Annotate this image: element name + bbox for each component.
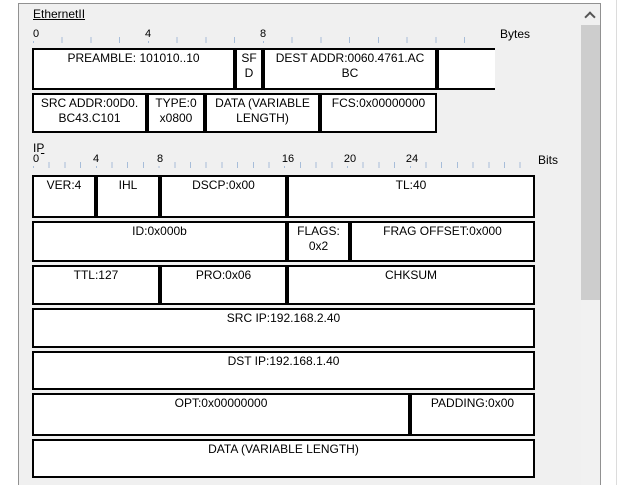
spare-field — [437, 48, 495, 90]
ip-ruler-label-4: 4 — [90, 153, 102, 166]
ihl-field: IHL — [96, 175, 160, 218]
options-field: OPT:0x00000000 — [32, 393, 410, 436]
frag-offset-field: FRAG OFFSET:0x000 — [350, 221, 535, 262]
dst-ip-field: DST IP:192.168.1.40 — [32, 351, 535, 390]
ip-ruler-unit-label: Bits — [538, 153, 559, 167]
src-ip-field: SRC IP:192.168.2.40 — [32, 308, 535, 348]
ip-ruler-tick-strip — [33, 162, 525, 168]
checksum-field: CHKSUM — [287, 265, 535, 305]
ip-section-title: IP — [33, 141, 45, 155]
version-field: VER:4 — [32, 175, 96, 218]
dscp-field: DSCP:0x00 — [160, 175, 287, 218]
flags-field: FLAGS: 0x2 — [287, 221, 350, 262]
type-field: TYPE:0 x0800 — [147, 93, 205, 133]
id-field: ID:0x000b — [32, 221, 287, 262]
total-length-field: TL:40 — [287, 175, 535, 218]
ethernet-ruler-label-8: 8 — [257, 28, 269, 41]
window-edge-line — [616, 0, 617, 485]
dest-addr-field: DEST ADDR:0060.4761.AC BC — [263, 48, 437, 90]
ip-ruler-label-0: 0 — [30, 153, 42, 166]
ethernet-data-field: DATA (VARIABLE LENGTH) — [205, 93, 320, 133]
ethernet-section-title: EthernetII — [33, 7, 86, 21]
ip-data-field: DATA (VARIABLE LENGTH) — [32, 439, 535, 478]
fcs-field: FCS:0x00000000 — [320, 93, 437, 133]
ethernet-ruler-tick-strip — [33, 37, 473, 43]
ethernet-ruler-label-0: 0 — [30, 28, 42, 41]
ip-ruler-label-24: 24 — [403, 153, 421, 166]
preamble-field: PREAMBLE: 101010..10 — [32, 48, 235, 90]
ip-ruler-label-20: 20 — [341, 153, 359, 166]
src-addr-field: SRC ADDR:00D0. BC43.C101 — [32, 93, 147, 133]
protocol-field: PRO:0x06 — [160, 265, 287, 305]
padding-field: PADDING:0x00 — [410, 393, 535, 436]
ttl-field: TTL:127 — [32, 265, 160, 305]
scrollbar-thumb[interactable] — [581, 25, 600, 300]
vertical-scrollbar[interactable] — [581, 4, 600, 485]
ethernet-ruler-unit-label: Bytes — [500, 27, 531, 41]
ip-ruler-label-8: 8 — [154, 153, 166, 166]
ethernet-ruler-label-4: 4 — [142, 28, 154, 41]
sfd-field: SF D — [235, 48, 263, 90]
ip-ruler-label-16: 16 — [279, 153, 297, 166]
chevron-up-icon — [584, 11, 596, 23]
scrollbar-up-button[interactable] — [581, 4, 600, 25]
